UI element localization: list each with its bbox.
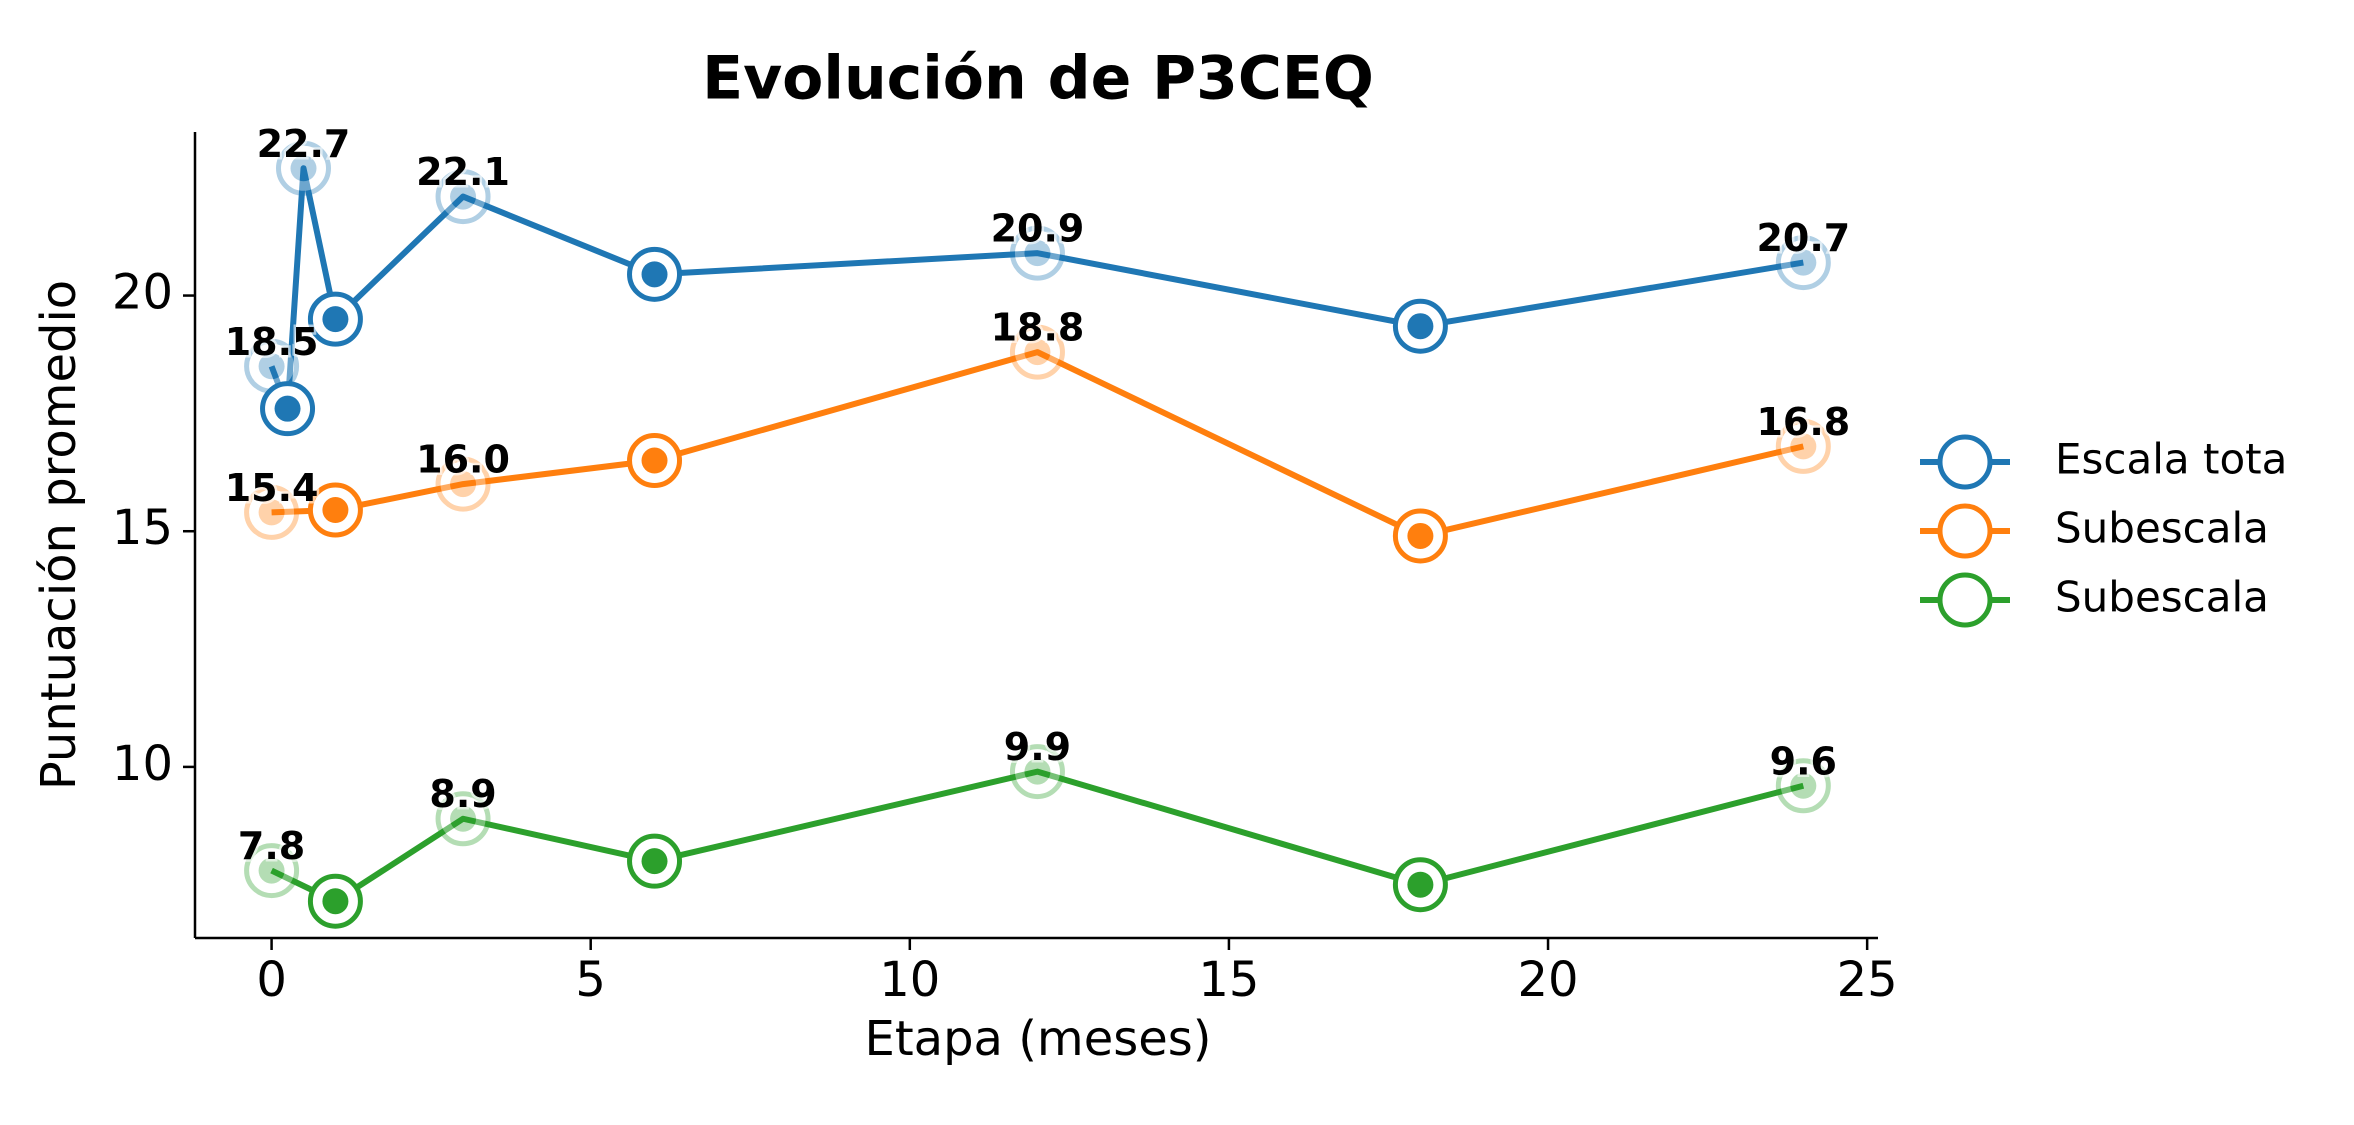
marker-ring	[244, 843, 300, 899]
marker-dot	[1790, 249, 1817, 276]
chart-title: Evolución de P3CEQ	[702, 44, 1374, 114]
legend-label: Subescala	[2055, 573, 2269, 622]
marker-dot	[1024, 339, 1051, 366]
marker-ring	[1775, 418, 1831, 474]
marker-ring	[435, 791, 491, 847]
legend-marker	[1937, 572, 1993, 628]
data-point	[244, 484, 300, 540]
x-tick-label: 5	[575, 952, 606, 1008]
y-tick-label: 10	[112, 736, 173, 792]
marker-ring	[435, 456, 491, 512]
legend-label: Subescala	[2055, 504, 2269, 553]
data-point	[1775, 758, 1831, 814]
marker-dot	[450, 183, 477, 210]
x-tick-label: 0	[256, 952, 287, 1008]
x-tick-label: 25	[1837, 952, 1898, 1008]
data-point	[260, 381, 316, 437]
marker-dot	[322, 497, 349, 524]
data-label: 9.6	[1770, 739, 1837, 783]
marker-dot	[450, 805, 477, 832]
data-label: 7.8	[238, 824, 305, 868]
data-label: 9.9	[1004, 725, 1071, 769]
x-axis-label: Etapa (meses)	[865, 1011, 1212, 1067]
data-point	[627, 246, 683, 302]
x-tick-label: 15	[1198, 952, 1259, 1008]
marker-dot	[258, 499, 285, 526]
data-point	[1392, 508, 1448, 564]
marker-dot	[1024, 240, 1051, 267]
data-label: 16.8	[1756, 400, 1850, 444]
data-point	[1009, 744, 1065, 800]
marker-dot	[450, 471, 477, 498]
data-point	[244, 843, 300, 899]
y-tick-label: 15	[112, 500, 173, 556]
data-point	[1009, 225, 1065, 281]
data-label: 18.8	[991, 306, 1085, 350]
data-point	[1392, 298, 1448, 354]
data-label: 22.1	[416, 150, 510, 194]
marker-dot	[258, 353, 285, 380]
marker-ring	[435, 169, 491, 225]
marker-dot	[1407, 313, 1434, 340]
marker-ring	[1009, 744, 1065, 800]
marker-dot	[322, 888, 349, 915]
marker-dot	[1790, 433, 1817, 460]
data-point	[627, 433, 683, 489]
x-tick-label: 10	[879, 952, 940, 1008]
data-point	[435, 169, 491, 225]
legend-label: Escala tota	[2055, 435, 2287, 484]
data-point	[307, 482, 363, 538]
marker-ring	[1775, 235, 1831, 291]
marker-dot	[290, 155, 317, 182]
marker-dot	[641, 848, 668, 875]
data-label: 20.7	[1756, 216, 1850, 260]
data-label: 22.7	[257, 122, 351, 166]
marker-ring	[244, 484, 300, 540]
data-point	[1775, 235, 1831, 291]
series-line	[268, 165, 1804, 412]
marker-dot	[322, 306, 349, 333]
y-tick-label: 20	[112, 265, 173, 321]
marker-dot	[1407, 871, 1434, 898]
marker-dot	[258, 857, 285, 884]
legend-marker	[1937, 503, 1993, 559]
data-label: 16.0	[416, 438, 510, 482]
marker-ring	[1775, 758, 1831, 814]
marker-dot	[641, 447, 668, 474]
data-point	[307, 291, 363, 347]
marker-ring	[1009, 225, 1065, 281]
data-point	[275, 140, 331, 196]
marker-ring	[1009, 324, 1065, 380]
marker-ring	[275, 140, 331, 196]
marker-dot	[1790, 772, 1817, 799]
data-label: 8.9	[429, 772, 496, 816]
data-label: 20.9	[991, 207, 1085, 251]
x-tick-label: 20	[1517, 952, 1578, 1008]
data-label: 15.4	[225, 466, 319, 510]
data-point	[1392, 857, 1448, 913]
data-label: 18.5	[225, 320, 319, 364]
data-point	[435, 456, 491, 512]
y-axis-label: Puntuación promedio	[31, 280, 87, 790]
marker-dot	[1024, 758, 1051, 785]
marker-dot	[1407, 522, 1434, 549]
marker-dot	[641, 261, 668, 288]
data-point	[435, 791, 491, 847]
marker-dot	[274, 395, 301, 422]
data-point	[1009, 324, 1065, 380]
data-point	[627, 833, 683, 889]
data-point	[307, 873, 363, 929]
legend-marker	[1937, 434, 1993, 490]
data-point	[1775, 418, 1831, 474]
